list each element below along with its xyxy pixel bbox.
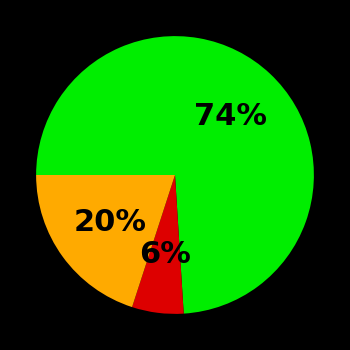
Wedge shape bbox=[36, 175, 175, 307]
Text: 20%: 20% bbox=[74, 208, 146, 237]
Wedge shape bbox=[36, 36, 314, 314]
Text: 74%: 74% bbox=[194, 102, 267, 131]
Text: 6%: 6% bbox=[139, 240, 191, 270]
Wedge shape bbox=[132, 175, 184, 314]
